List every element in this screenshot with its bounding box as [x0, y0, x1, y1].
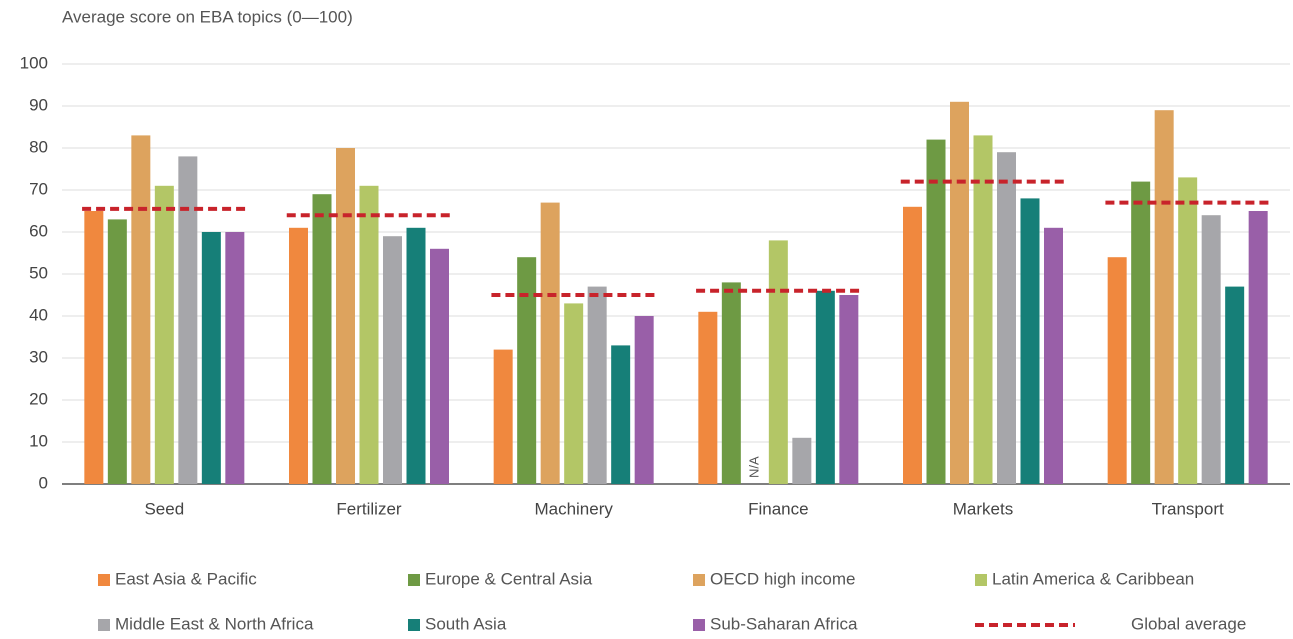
bar: [430, 248, 449, 484]
bar: [721, 282, 741, 484]
bar: [107, 219, 127, 484]
legend-label: Sub-Saharan Africa: [710, 614, 858, 633]
y-tick-label: 30: [29, 347, 48, 366]
legend-label: Latin America & Caribbean: [992, 569, 1194, 588]
bar: [564, 303, 584, 484]
bar: [493, 349, 513, 484]
bar: [950, 101, 969, 485]
bar: [359, 185, 379, 485]
bar: [1107, 257, 1127, 484]
y-tick-label: 0: [39, 473, 48, 492]
legend-label: Europe & Central Asia: [425, 569, 593, 588]
y-tick-label: 60: [29, 221, 48, 240]
x-tick-label: Seed: [144, 499, 184, 518]
y-tick-label: 50: [29, 263, 48, 282]
bar: [1248, 211, 1268, 484]
x-tick-label: Finance: [748, 499, 808, 518]
legend-label: South Asia: [425, 614, 507, 633]
legend-swatch: [98, 574, 110, 586]
bar: [792, 437, 812, 484]
x-tick-label: Machinery: [534, 499, 613, 518]
bar: [540, 202, 560, 484]
bar: [517, 257, 537, 484]
legend-swatch: [693, 619, 705, 631]
y-tick-label: 70: [29, 179, 48, 198]
bar: [1044, 227, 1063, 485]
y-tick-label: 10: [29, 431, 48, 450]
legend-label: Global average: [1131, 614, 1246, 633]
legend-swatch: [408, 619, 420, 631]
bar: [973, 135, 993, 484]
y-tick-label: 100: [20, 53, 48, 72]
legend-swatch: [975, 574, 987, 586]
bar: [634, 316, 654, 484]
bar: [289, 227, 308, 485]
legend-swatch: [408, 574, 420, 586]
chart-title: Average score on EBA topics (0—100): [62, 7, 353, 26]
legend-label: Middle East & North Africa: [115, 614, 314, 633]
bar: [587, 286, 607, 484]
bar: [178, 156, 198, 484]
legend-label: East Asia & Pacific: [115, 569, 257, 588]
bar: [611, 345, 631, 484]
bar: [839, 295, 859, 484]
bar: [903, 206, 922, 485]
bar: [131, 135, 151, 484]
bar: [201, 232, 221, 484]
x-tick-label: Fertilizer: [336, 499, 402, 518]
y-tick-label: 40: [29, 305, 48, 324]
bar: [698, 311, 718, 484]
bar: [1201, 215, 1221, 484]
y-tick-label: 90: [29, 95, 48, 114]
bar: [815, 290, 835, 484]
bar: [312, 194, 332, 484]
bar: [926, 139, 946, 484]
bar: [1178, 177, 1198, 484]
missing-label: N/A: [746, 456, 761, 478]
y-tick-label: 80: [29, 137, 48, 156]
bar: [406, 227, 426, 485]
bar: [1225, 286, 1245, 484]
bar: [336, 148, 355, 484]
bar: [225, 232, 245, 484]
legend-label: OECD high income: [710, 569, 856, 588]
x-tick-label: Markets: [953, 499, 1013, 518]
bar: [997, 152, 1016, 484]
bar: [383, 236, 402, 484]
x-tick-label: Transport: [1152, 499, 1224, 518]
y-tick-label: 20: [29, 389, 48, 408]
bar: [1020, 198, 1040, 484]
bar: [1154, 110, 1174, 484]
legend-swatch: [693, 574, 705, 586]
bar: [768, 240, 788, 484]
bar: [154, 185, 174, 485]
legend-swatch: [98, 619, 110, 631]
bar: [84, 211, 104, 484]
bar: [1131, 181, 1151, 484]
